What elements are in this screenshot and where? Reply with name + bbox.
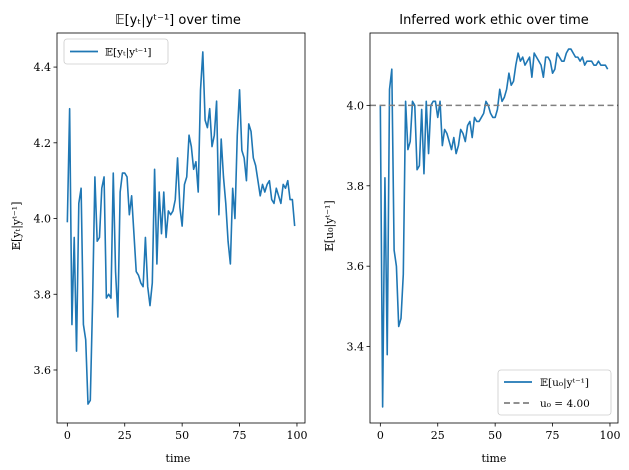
right-chart-ylabel: 𝔼[u₀|yᵗ⁻¹] xyxy=(323,200,337,251)
right-chart-title: Inferred work ethic over time xyxy=(399,13,589,28)
right-chart-series xyxy=(370,48,618,408)
left-legend-label: 𝔼[yₜ|yᵗ⁻¹] xyxy=(105,47,152,60)
left-chart-axes-frame xyxy=(56,32,306,424)
left-y-tick-label: 3.6 xyxy=(34,364,52,377)
right-y-tick-label: 4.0 xyxy=(347,99,365,112)
right-x-tick-label: 75 xyxy=(546,429,560,442)
left-y-tick-label: 3.8 xyxy=(34,288,52,301)
left-x-tick-label: 25 xyxy=(118,429,132,442)
right-x-tick-label: 50 xyxy=(488,429,502,442)
right-legend-label-u0: u₀ = 4.00 xyxy=(540,398,590,410)
right-y-tick-label: 3.4 xyxy=(347,341,365,354)
left-chart: 𝔼[yₜ|yᵗ⁻¹] over time time 𝔼[yₜ|yᵗ⁻¹] 0 25… xyxy=(10,13,307,465)
left-x-tick-label: 100 xyxy=(286,429,307,442)
right-chart-legend: 𝔼[u₀|yᵗ⁻¹] u₀ = 4.00 xyxy=(497,369,612,416)
left-y-tick-label: 4.2 xyxy=(34,137,52,150)
right-x-tick-label: 100 xyxy=(599,429,620,442)
right-y-tick-label: 3.8 xyxy=(347,180,365,193)
right-chart-xlabel: time xyxy=(482,452,507,465)
right-y-tick-label: 3.6 xyxy=(347,260,365,273)
left-series-line xyxy=(66,51,296,405)
left-x-tick-label: 75 xyxy=(233,429,247,442)
right-chart: Inferred work ethic over time time 𝔼[u₀|… xyxy=(323,13,620,465)
left-chart-series xyxy=(66,51,296,405)
right-x-tick-label: 0 xyxy=(377,429,384,442)
right-x-tick-label: 25 xyxy=(431,429,445,442)
right-chart-axes-frame xyxy=(369,32,619,424)
right-chart-ticks: 0 25 50 75 100 3.4 3.6 3.8 4.0 xyxy=(347,99,621,442)
left-chart-xlabel: time xyxy=(166,452,191,465)
left-y-tick-label: 4.0 xyxy=(34,213,52,226)
left-x-tick-label: 50 xyxy=(175,429,189,442)
left-y-tick-label: 4.4 xyxy=(34,61,52,74)
left-chart-legend: 𝔼[yₜ|yᵗ⁻¹] xyxy=(63,38,169,65)
left-chart-title: 𝔼[yₜ|yᵗ⁻¹] over time xyxy=(115,13,241,28)
left-chart-ylabel: 𝔼[yₜ|yᵗ⁻¹] xyxy=(10,202,24,251)
left-x-tick-label: 0 xyxy=(64,429,71,442)
left-chart-ticks: 0 25 50 75 100 3.6 3.8 4.0 4.2 4.4 xyxy=(34,61,308,442)
right-series-line xyxy=(379,48,609,408)
right-legend-label-expectation: 𝔼[u₀|yᵗ⁻¹] xyxy=(540,377,589,390)
left-legend-box xyxy=(63,38,169,65)
